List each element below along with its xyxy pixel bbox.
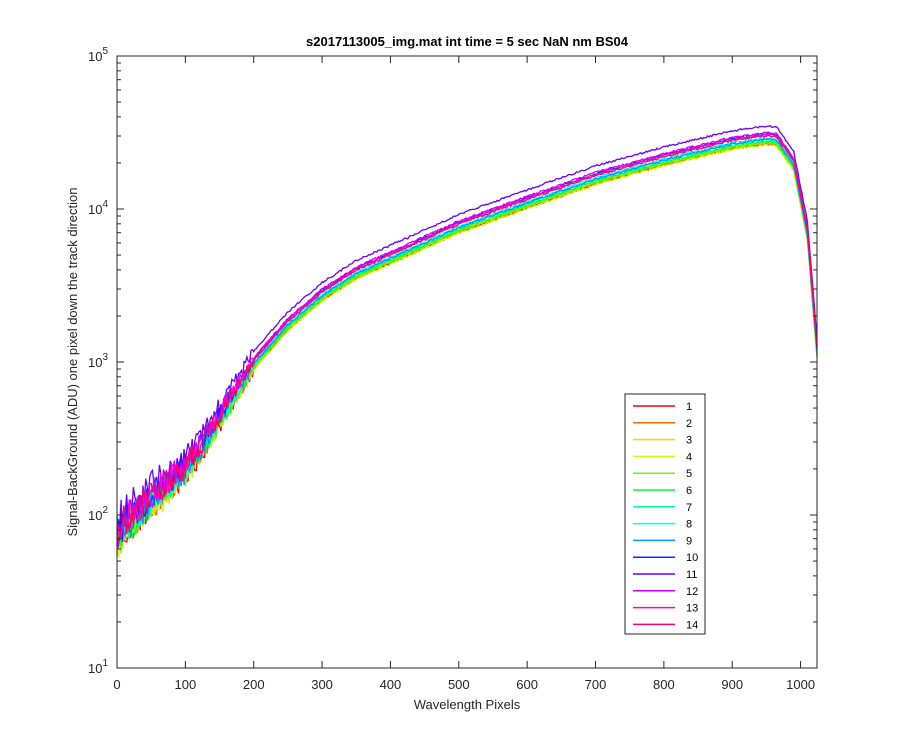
x-tick-label: 1000 (786, 677, 815, 692)
x-tick-label: 700 (585, 677, 607, 692)
x-tick-label: 100 (175, 677, 197, 692)
series-line-11 (116, 124, 818, 529)
legend-label: 12 (686, 586, 698, 598)
legend-label: 5 (686, 468, 692, 480)
legend-label: 7 (686, 502, 692, 514)
x-axis: 0 100 200 300 400 500 600 700 800 900 1000 (113, 56, 815, 692)
x-tick-label: 600 (516, 677, 538, 692)
legend-label: 2 (686, 418, 692, 430)
legend-label: 1 (686, 401, 692, 413)
legend-label: 4 (686, 451, 692, 463)
x-tick-label: 900 (721, 677, 743, 692)
x-tick-label: 500 (448, 677, 470, 692)
legend-label: 8 (686, 519, 692, 531)
legend-label: 9 (686, 535, 692, 547)
x-tick-label: 800 (653, 677, 675, 692)
x-tick-label: 400 (380, 677, 402, 692)
x-axis-label: Wavelength Pixels (414, 697, 521, 712)
series-line-8 (116, 136, 818, 541)
x-tick-label: 300 (311, 677, 333, 692)
legend-label: 10 (686, 552, 698, 564)
legend-label: 13 (686, 603, 698, 615)
legend-label: 11 (686, 569, 697, 581)
legend-label: 14 (686, 619, 698, 631)
legend-label: 3 (686, 435, 692, 447)
legend-label: 6 (686, 485, 692, 497)
series-layer (116, 124, 818, 558)
y-axis-label: Signal-BackGround (ADU) one pixel down t… (65, 187, 80, 536)
legend-box (624, 393, 706, 635)
series-line-14 (116, 134, 818, 543)
chart-title: s2017113005_img.mat int time = 5 sec NaN… (306, 34, 629, 49)
x-tick-label: 200 (243, 677, 265, 692)
x-tick-label: 0 (113, 677, 120, 692)
